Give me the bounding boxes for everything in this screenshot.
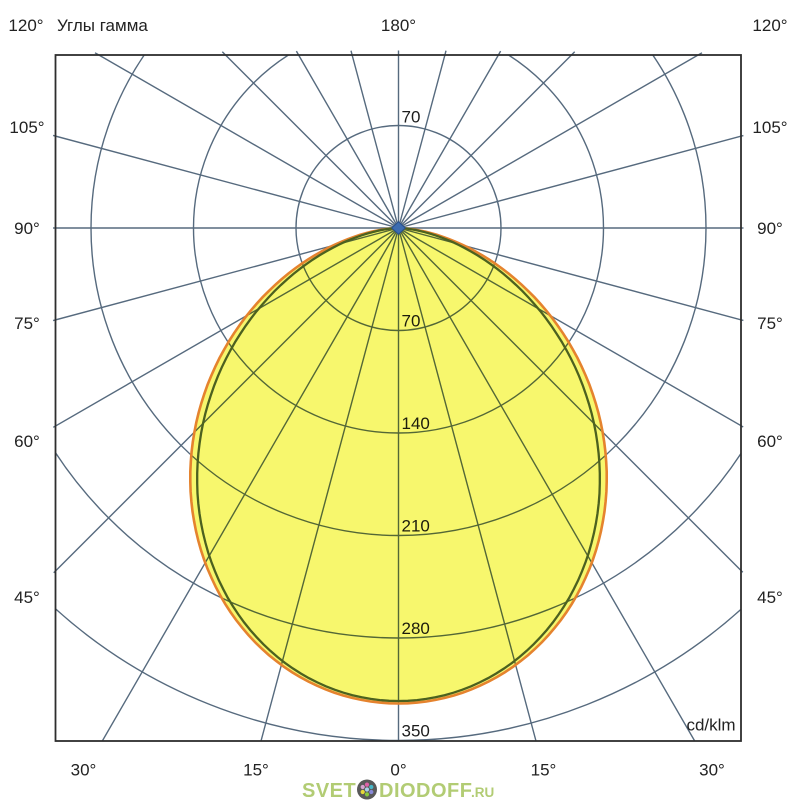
svg-text:SVET: SVET xyxy=(302,780,356,800)
svg-text:120°: 120° xyxy=(752,16,787,35)
svg-text:105°: 105° xyxy=(752,118,787,137)
svg-text:45°: 45° xyxy=(14,588,40,607)
svg-text:0°: 0° xyxy=(390,761,406,780)
svg-text:30°: 30° xyxy=(71,761,97,780)
svg-text:75°: 75° xyxy=(14,314,40,333)
svg-text:105°: 105° xyxy=(9,118,44,137)
svg-text:60°: 60° xyxy=(14,432,40,451)
svg-text:70: 70 xyxy=(402,107,421,126)
svg-text:15°: 15° xyxy=(531,761,557,780)
svg-text:30°: 30° xyxy=(699,761,725,780)
svg-text:45°: 45° xyxy=(757,588,783,607)
svg-text:350: 350 xyxy=(402,722,430,741)
svg-text:cd/klm: cd/klm xyxy=(686,716,735,735)
svg-text:90°: 90° xyxy=(757,219,783,238)
svg-text:120°: 120° xyxy=(8,16,43,35)
svg-text:.RU: .RU xyxy=(471,785,494,800)
svg-text:90°: 90° xyxy=(14,219,40,238)
svg-text:15°: 15° xyxy=(243,761,269,780)
svg-text:DIODOFF: DIODOFF xyxy=(379,780,473,800)
svg-text:75°: 75° xyxy=(757,314,783,333)
svg-text:60°: 60° xyxy=(757,432,783,451)
svg-text:Углы гамма: Углы гамма xyxy=(57,16,148,35)
svg-text:180°: 180° xyxy=(381,16,416,35)
